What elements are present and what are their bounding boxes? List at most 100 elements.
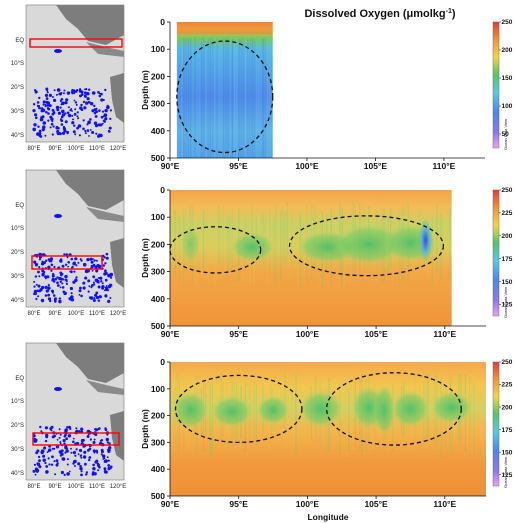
texture-stripe — [229, 38, 231, 158]
station-dot — [39, 117, 44, 122]
station-dot — [97, 91, 100, 94]
station-dot — [45, 87, 49, 91]
station-dot — [59, 442, 62, 445]
station-dot — [38, 275, 41, 278]
station-dot — [83, 106, 87, 110]
colorbar-tick-label: 200 — [502, 233, 513, 240]
station-dot — [59, 92, 62, 96]
station-dot — [36, 449, 40, 453]
station-dot — [63, 253, 66, 256]
texture-stripe — [181, 38, 183, 158]
texture-stripe — [286, 201, 288, 262]
texture-stripe — [207, 209, 209, 278]
station-dot — [80, 108, 84, 111]
station-dot — [72, 460, 76, 463]
station-map: EQ 10°S 20°S 30°S 40°S 80°E 90°E 100°E 110°E 120°… — [11, 342, 126, 490]
texture-stripe — [350, 380, 352, 435]
station-dot — [90, 102, 94, 106]
station-dot — [103, 120, 106, 123]
station-dot — [46, 290, 49, 293]
station-cluster — [54, 387, 62, 391]
section-box — [29, 38, 123, 48]
station-dot — [46, 275, 50, 279]
y-tick-label: 100 — [151, 384, 165, 394]
station-dot — [86, 123, 89, 126]
lon-label: 120°E — [110, 311, 126, 317]
station-dot — [68, 425, 71, 429]
station-dot — [51, 96, 54, 98]
station-dot — [47, 286, 51, 290]
section-box — [31, 255, 103, 270]
texture-stripe — [341, 383, 343, 453]
texture-stripe — [282, 205, 284, 263]
texture-stripe — [275, 202, 277, 286]
colorbar-tick-label: 150 — [502, 279, 513, 286]
station-dot — [103, 469, 107, 473]
station-dot — [66, 472, 70, 476]
texture-stripe — [253, 38, 255, 158]
station-dot — [42, 125, 46, 129]
texture-stripe — [196, 38, 198, 158]
station-dot — [83, 94, 87, 98]
texture-stripe — [253, 381, 255, 438]
station-dot — [72, 91, 76, 95]
station-dot — [78, 293, 81, 296]
texture-stripe — [236, 38, 238, 158]
station-dot — [80, 470, 83, 473]
station-dot — [107, 299, 111, 303]
station-dot — [57, 111, 62, 115]
texture-stripe — [183, 38, 185, 158]
station-dot — [32, 109, 36, 113]
station-dot — [107, 464, 111, 467]
station-dot — [77, 261, 80, 264]
station-dot — [61, 457, 66, 461]
station-dot — [85, 473, 88, 476]
texture-stripe — [277, 215, 279, 266]
station-dot — [103, 459, 107, 463]
station-dot — [64, 274, 68, 279]
station-dot — [61, 278, 65, 281]
station-dot — [60, 119, 64, 122]
station-dot — [39, 130, 41, 133]
station-dot — [88, 88, 90, 91]
station-dot — [53, 434, 56, 438]
station-dot — [40, 430, 43, 433]
station-dot — [51, 133, 54, 136]
station-dot — [89, 439, 92, 441]
station-dot — [66, 426, 69, 429]
texture-stripe — [256, 38, 258, 158]
lat-label: 10°S — [11, 61, 24, 67]
oxygen-field — [170, 362, 486, 496]
station-dot — [61, 264, 65, 268]
station-dot — [39, 425, 42, 429]
java-land — [86, 207, 124, 222]
lat-label: 20°S — [11, 250, 24, 256]
station-dot — [54, 300, 57, 303]
station-dot — [87, 449, 90, 452]
colorbar-tick-label: 175 — [502, 256, 513, 263]
station-dot — [64, 112, 67, 115]
station-dot — [72, 118, 75, 121]
station-dot — [109, 297, 112, 299]
x-tick-label: 90°E — [161, 499, 180, 509]
station-dot — [64, 101, 68, 105]
station-dot — [43, 446, 47, 450]
station-dot — [104, 88, 107, 92]
odv-watermark: Ocean Data View — [503, 119, 508, 150]
station-dot — [49, 427, 53, 430]
lon-label: 100°E — [68, 484, 84, 490]
station-dot — [33, 260, 37, 264]
colorbar-tick-label: 250 — [502, 359, 513, 366]
station-dot — [101, 122, 104, 125]
station-dot — [88, 285, 91, 288]
station-dot — [82, 262, 87, 267]
station-dot — [45, 100, 49, 104]
texture-stripe — [473, 381, 475, 455]
station-dot — [44, 439, 48, 443]
texture-stripe — [245, 38, 247, 158]
low-oxygen-patch — [180, 226, 201, 263]
colorbar-tick-label: 150 — [502, 449, 513, 456]
texture-stripe — [205, 38, 207, 158]
station-dot — [49, 126, 52, 129]
station-dot — [42, 454, 46, 458]
